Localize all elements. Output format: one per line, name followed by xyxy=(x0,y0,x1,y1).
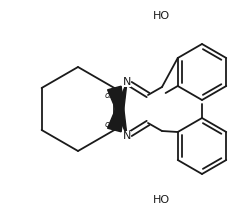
Text: or1: or1 xyxy=(105,90,119,99)
Text: N: N xyxy=(123,77,131,87)
Text: HO: HO xyxy=(152,11,170,21)
Text: N: N xyxy=(123,131,131,141)
Text: or1: or1 xyxy=(105,119,119,128)
Text: HO: HO xyxy=(152,195,170,205)
Polygon shape xyxy=(108,82,127,132)
Polygon shape xyxy=(108,86,127,136)
